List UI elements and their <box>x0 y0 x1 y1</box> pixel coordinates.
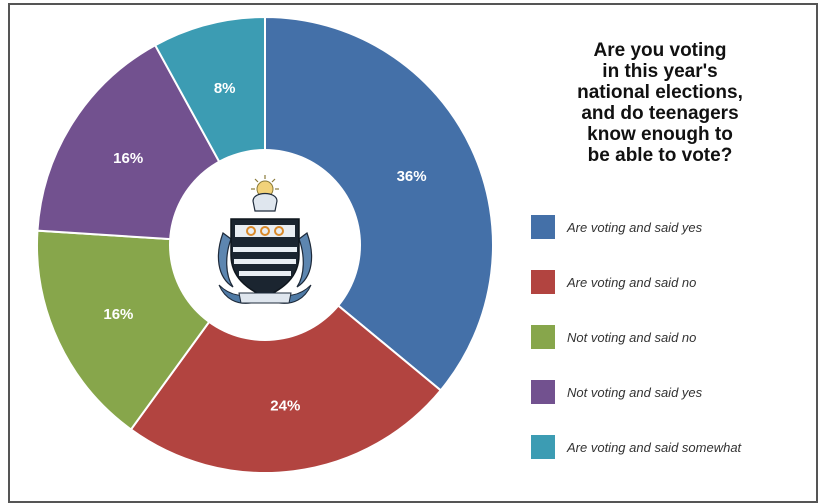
legend-label: Are voting and said yes <box>567 219 703 235</box>
legend-label: Not voting and said no <box>567 329 697 345</box>
chart-title-line: be able to vote? <box>587 145 733 166</box>
legend-item: Are voting and said somewhat <box>531 432 741 462</box>
chart-title-line: national elections, <box>577 82 743 103</box>
crest-emblem <box>217 175 313 304</box>
legend-item: Are voting and said yes <box>531 212 702 242</box>
chart-title-line: know enough to <box>587 124 733 145</box>
donut-slice <box>129 243 443 474</box>
legend-label: Are voting and said no <box>567 274 697 290</box>
slice-percent-label: 16% <box>103 306 133 323</box>
legend-label: Are voting and said somewhat <box>567 439 742 455</box>
legend-item: Are voting and said no <box>531 267 696 297</box>
donut-slice <box>264 15 494 392</box>
donut-slices <box>36 15 494 474</box>
slice-labels: 36% 24% 16% 16% 8% <box>103 80 426 415</box>
crest-shield-icon <box>230 218 300 298</box>
chart-title-line: in this year's <box>602 61 718 82</box>
slice-percent-label: 24% <box>270 398 300 415</box>
legend-swatch <box>531 215 555 239</box>
legend-swatch <box>531 380 555 404</box>
crest-scroll-icon <box>238 292 292 304</box>
legend-swatch <box>531 325 555 349</box>
chart-title-line: Are you voting <box>593 40 727 61</box>
legend-item: Not voting and said yes <box>531 377 702 407</box>
legend-swatch <box>531 270 555 294</box>
donut-chart: 36% 24% 16% 16% 8% <box>36 15 494 474</box>
crest-helmet-icon <box>252 192 278 212</box>
chart-title-line: and do teenagers <box>581 103 739 124</box>
legend-swatch <box>531 435 555 459</box>
chart-title: Are you voting in this year's national e… <box>555 40 765 166</box>
legend-item: Not voting and said no <box>531 322 696 352</box>
slice-percent-label: 16% <box>113 150 143 167</box>
slice-percent-label: 8% <box>214 80 236 97</box>
slice-percent-label: 36% <box>397 168 427 185</box>
legend-label: Not voting and said yes <box>567 384 703 400</box>
